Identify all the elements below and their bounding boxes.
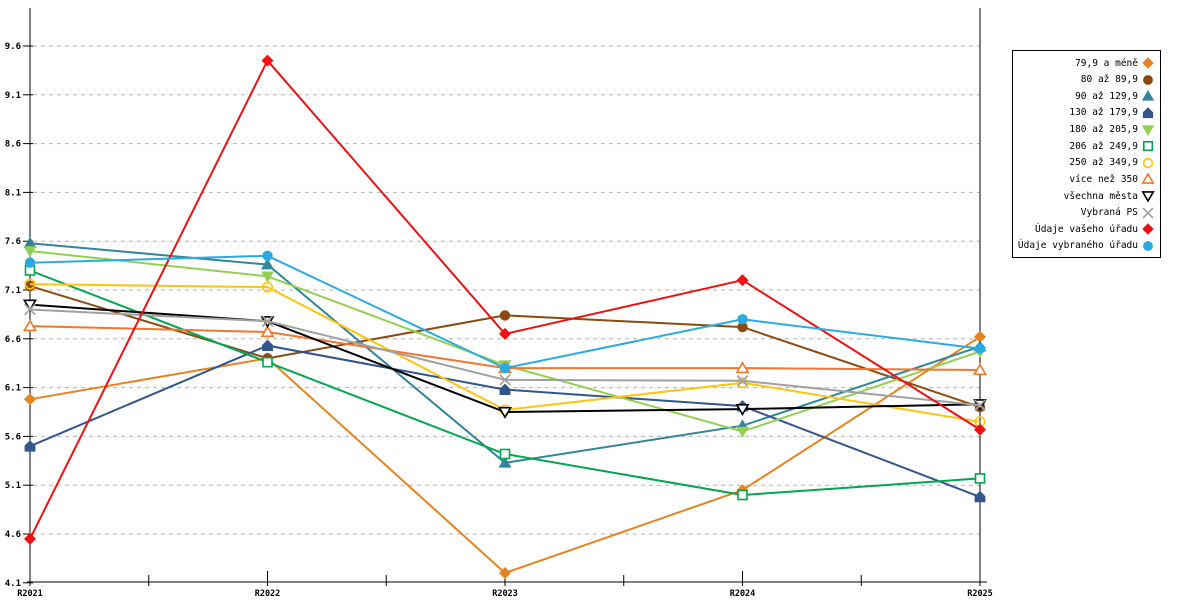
legend-label: 79,9 a méně	[1075, 57, 1138, 69]
legend-marker-pentagon-icon	[1142, 107, 1154, 118]
legend-marker-triangle-down-icon	[1141, 191, 1155, 203]
legend-label: 250 až 349,9	[1069, 157, 1138, 169]
legend-marker-diamond-icon	[1142, 57, 1154, 69]
legend-item: Údaje vybraného úřadu	[1016, 238, 1155, 254]
svg-text:5.1: 5.1	[5, 481, 21, 491]
legend-label: 90 až 129,9	[1075, 90, 1138, 102]
legend-label: Vybraná PS	[1080, 207, 1138, 219]
legend-marker-x-icon	[1142, 207, 1154, 219]
legend-label: všechna města	[1063, 190, 1138, 202]
legend-item: Vybraná PS	[1016, 205, 1155, 221]
svg-text:4.1: 4.1	[5, 579, 21, 589]
svg-text:9.1: 9.1	[5, 91, 21, 101]
legend-marker-circle-icon	[1142, 157, 1154, 168]
legend-label: 130 až 179,9	[1069, 107, 1138, 119]
svg-text:R2024: R2024	[730, 589, 756, 599]
legend-item: 206 až 249,9	[1016, 138, 1155, 154]
svg-text:4.6: 4.6	[5, 530, 21, 540]
svg-text:9.6: 9.6	[5, 42, 21, 52]
legend-label: 180 až 205,9	[1069, 124, 1138, 135]
legend-marker-square-icon	[1142, 141, 1154, 152]
svg-text:8.6: 8.6	[5, 140, 21, 150]
legend-label: více než 350	[1069, 173, 1138, 185]
svg-text:7.6: 7.6	[5, 237, 21, 247]
legend-item: více než 350	[1016, 171, 1155, 187]
legend-marker-diamond-icon	[1142, 223, 1154, 235]
legend-item: 79,9 a méně	[1016, 55, 1155, 71]
legend-item: Údaje vašeho úřadu	[1016, 221, 1155, 237]
svg-text:R2022: R2022	[255, 589, 281, 599]
legend-item: 80 až 89,9	[1016, 72, 1155, 88]
legend-item: všechna města	[1016, 188, 1155, 204]
svg-text:R2023: R2023	[492, 589, 518, 599]
legend-label: Údaje vybraného úřadu	[1017, 240, 1138, 252]
svg-text:6.1: 6.1	[5, 384, 21, 394]
legend-item: 130 až 179,9	[1016, 105, 1155, 121]
legend-item: 90 až 129,9	[1016, 88, 1155, 104]
svg-text:6.6: 6.6	[5, 335, 21, 345]
chart-legend: 79,9 a méně 80 až 89,9 90 až 129,9 130 až 1…	[1012, 50, 1161, 258]
legend-item: 250 až 349,9	[1016, 155, 1155, 171]
svg-text:R2025: R2025	[967, 589, 993, 599]
legend-marker-triangle-up-icon	[1141, 172, 1155, 185]
legend-label: 80 až 89,9	[1080, 74, 1138, 86]
legend-item: 180 až 205,9	[1016, 122, 1155, 138]
svg-text:7.1: 7.1	[5, 286, 21, 296]
chart-canvas: 9.69.18.68.17.67.16.66.15.65.14.64.1R202…	[5, 8, 993, 599]
svg-text:R2021: R2021	[17, 589, 43, 599]
legend-label: Údaje vašeho úřadu	[1035, 223, 1138, 235]
svg-text:5.6: 5.6	[5, 432, 21, 442]
legend-marker-circle-icon	[1143, 74, 1153, 85]
legend-label: 206 až 249,9	[1069, 140, 1138, 152]
svg-text:8.1: 8.1	[5, 188, 21, 198]
legend-marker-circle-icon	[1143, 240, 1153, 251]
legend-marker-triangle-down-icon	[1141, 124, 1155, 136]
legend-marker-triangle-up-icon	[1141, 90, 1155, 101]
